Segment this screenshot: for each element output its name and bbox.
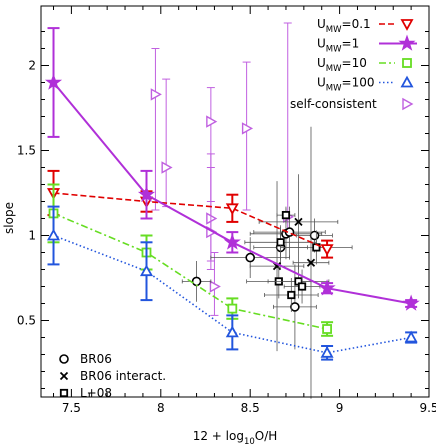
- legend-marker: [400, 19, 414, 31]
- observation-point: [309, 230, 320, 241]
- x-tick-label: 8.5: [241, 401, 260, 415]
- series-point: [225, 203, 239, 216]
- observation-point: [290, 302, 300, 312]
- series-point: [46, 228, 61, 241]
- observation-point: [281, 210, 291, 220]
- series-point: [44, 73, 63, 90]
- observation-point: [276, 238, 285, 247]
- self-consistent-point: [161, 161, 173, 174]
- observation-point: [191, 276, 202, 287]
- plot-frame: [40, 5, 430, 398]
- self-consistent-point: [150, 88, 162, 101]
- series-point: [137, 185, 156, 203]
- observation-point: [287, 290, 296, 300]
- legend-entry: UMW=1: [317, 34, 417, 55]
- legend-marker: [398, 34, 416, 51]
- x-tick-label: 9: [336, 401, 344, 415]
- y-tick-label: 1.5: [17, 144, 36, 158]
- axes-layer: 7.5 8 8.5 9 9.5 0.5 1 1.5 2: [17, 6, 436, 415]
- series-point: [223, 233, 241, 250]
- y-axis-label: slope: [2, 202, 16, 234]
- series-point: [404, 330, 418, 343]
- observation-point: [297, 282, 307, 291]
- legend-entry: UMW=10: [317, 56, 412, 74]
- series-point: [320, 345, 334, 358]
- series-point: [320, 244, 334, 256]
- series-point: [322, 324, 332, 334]
- legend-entry: UMW=0.1: [317, 17, 414, 35]
- legend-label: self-consistent: [290, 97, 377, 111]
- x-tick-label: 8: [157, 401, 165, 415]
- model-series: [46, 169, 334, 259]
- legend-marker: [59, 388, 69, 398]
- data-layer: [44, 22, 420, 399]
- y-tick-label: 1: [28, 229, 36, 243]
- self-consistent-point: [209, 280, 221, 293]
- self-consistent-point: [206, 115, 218, 128]
- legend-label: BR06 interact.: [80, 369, 166, 383]
- legend-marker: [59, 371, 69, 381]
- series-line: [52, 81, 412, 305]
- legend-entry: UMW=100: [317, 75, 414, 94]
- legend-label: BR06: [80, 352, 112, 366]
- legend-marker: [402, 97, 414, 111]
- y-tick-label: 0.5: [17, 314, 36, 328]
- legend-entry: BR06 interact.: [59, 369, 166, 383]
- legend-label: UMW=0.1: [317, 17, 371, 35]
- legend-marker: [59, 354, 69, 364]
- model-series: [47, 183, 334, 337]
- observation-series-square: [244, 206, 353, 312]
- series-line: [53, 212, 328, 330]
- observation-point: [245, 252, 255, 263]
- observation-point: [294, 217, 303, 227]
- legend-entry: BR06: [59, 352, 112, 366]
- self-consistent-series: [150, 22, 295, 316]
- legend-label: UMW=100: [317, 76, 375, 94]
- legend-entry: self-consistent: [290, 97, 414, 111]
- series-line: [53, 192, 328, 250]
- legend-marker: [402, 58, 412, 68]
- observation-point: [306, 258, 316, 267]
- self-consistent-point: [241, 122, 254, 135]
- series-point: [139, 264, 154, 277]
- legend-label: L+08: [80, 386, 112, 400]
- legend-label: UMW=10: [317, 56, 367, 74]
- series-point: [227, 303, 238, 314]
- observation-series-cross: [249, 126, 339, 399]
- legend-label: UMW=1: [317, 37, 359, 55]
- y-tick-label: 2: [28, 59, 36, 73]
- legend-marker: [400, 75, 414, 88]
- legend-entry: L+08: [59, 386, 112, 400]
- x-tick-label: 9.5: [419, 401, 436, 415]
- series-point: [318, 279, 336, 296]
- model-series: [44, 27, 420, 311]
- model-series: [46, 205, 418, 361]
- series-point: [402, 294, 420, 311]
- series-point: [225, 325, 239, 338]
- x-axis-label: 12 + log10O/H: [193, 429, 278, 446]
- x-tick-label: 7.5: [62, 401, 81, 415]
